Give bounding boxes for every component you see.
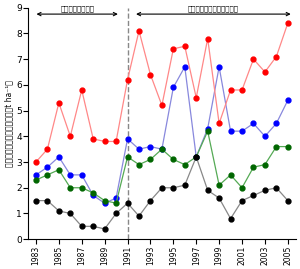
Text: トウジンビエ単作: トウジンビエ単作 <box>60 5 94 12</box>
Text: トウジンビエーササゲ輪作: トウジンビエーササゲ輪作 <box>188 5 239 12</box>
Y-axis label: トウジンビエ地上部乾物重（t ha⁻¹）: トウジンビエ地上部乾物重（t ha⁻¹） <box>4 80 13 167</box>
